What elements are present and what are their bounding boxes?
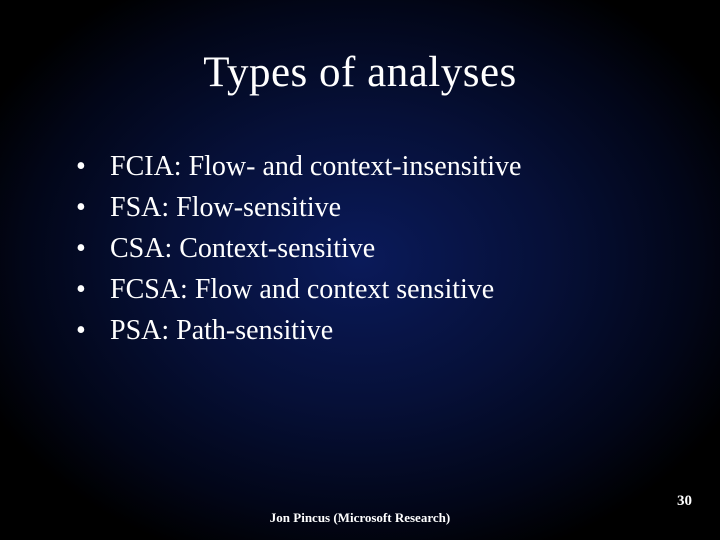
bullet-item: PSA: Path-sensitive bbox=[76, 311, 720, 352]
page-number: 30 bbox=[677, 493, 692, 510]
bullet-item: CSA: Context-sensitive bbox=[76, 229, 720, 270]
bullet-list: FCIA: Flow- and context-insensitive FSA:… bbox=[0, 147, 720, 351]
footer-text: Jon Pincus (Microsoft Research) bbox=[0, 510, 720, 526]
slide-title: Types of analyses bbox=[0, 0, 720, 97]
bullet-item: FSA: Flow-sensitive bbox=[76, 188, 720, 229]
bullet-item: FCIA: Flow- and context-insensitive bbox=[76, 147, 720, 188]
bullet-item: FCSA: Flow and context sensitive bbox=[76, 270, 720, 311]
